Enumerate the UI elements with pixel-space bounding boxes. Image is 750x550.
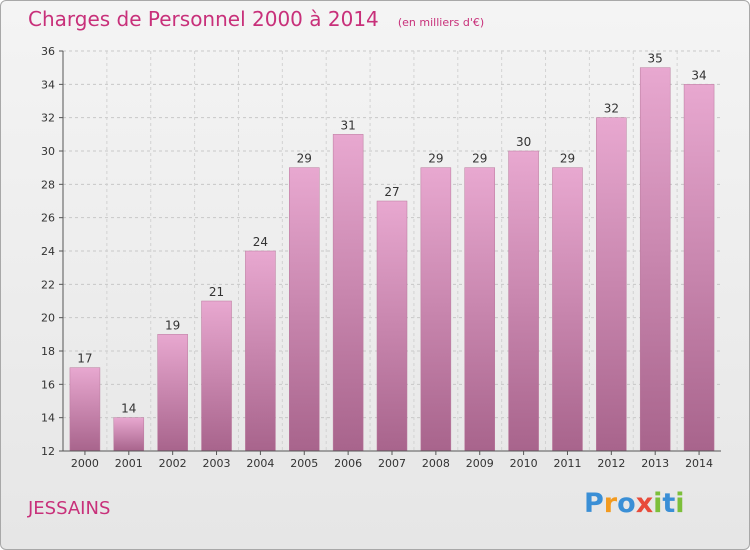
bar-value-label: 29 bbox=[428, 152, 443, 166]
logo-letter: x bbox=[635, 488, 654, 519]
y-tick-label: 20 bbox=[41, 312, 55, 325]
x-tick-label: 2005 bbox=[290, 457, 318, 470]
bar-value-label: 31 bbox=[340, 118, 355, 132]
bar-value-label: 35 bbox=[648, 52, 663, 66]
logo-letter: t bbox=[662, 488, 676, 519]
chart-subtitle: (en milliers d'€) bbox=[397, 16, 485, 29]
y-tick-label: 34 bbox=[41, 78, 55, 91]
y-tick-label: 26 bbox=[41, 212, 55, 225]
y-tick-label: 12 bbox=[41, 445, 55, 458]
y-tick-label: 36 bbox=[41, 45, 55, 58]
bars: 17 14 19 21 24 29 31 27 29 29 30 29 32 35 34 bbox=[69, 52, 715, 452]
bar bbox=[245, 250, 276, 452]
bar-value-label: 21 bbox=[209, 285, 224, 299]
x-tick-label: 2001 bbox=[115, 457, 143, 470]
bar-value-label: 29 bbox=[560, 152, 575, 166]
bar-value-label: 17 bbox=[77, 352, 92, 366]
x-tick-label: 2004 bbox=[246, 457, 274, 470]
x-tick-label: 2002 bbox=[159, 457, 187, 470]
y-tick-label: 14 bbox=[41, 412, 55, 425]
y-tick-label: 30 bbox=[41, 145, 55, 158]
chart-title: Charges de Personnel 2000 à 2014 bbox=[28, 7, 379, 31]
x-tick-label: 2009 bbox=[466, 457, 494, 470]
x-tick-label: 2003 bbox=[203, 457, 231, 470]
bar bbox=[157, 334, 188, 452]
bar-value-label: 27 bbox=[384, 185, 399, 199]
bar-value-label: 29 bbox=[472, 152, 487, 166]
bar bbox=[420, 167, 452, 452]
y-tick-label: 18 bbox=[41, 345, 55, 358]
logo-letter: i bbox=[653, 488, 663, 519]
bar bbox=[508, 150, 539, 452]
bar bbox=[332, 134, 364, 452]
logo-letter: o bbox=[617, 488, 636, 519]
bar bbox=[376, 200, 408, 452]
bar-value-label: 14 bbox=[121, 402, 136, 416]
bar-value-label: 29 bbox=[297, 152, 312, 166]
x-tick-label: 2014 bbox=[685, 457, 713, 470]
commune-name: JESSAINS bbox=[28, 498, 111, 519]
logo-letter: i bbox=[675, 488, 685, 519]
bar bbox=[464, 167, 495, 452]
x-tick-label: 2010 bbox=[510, 457, 538, 470]
bar bbox=[683, 84, 715, 452]
bar-value-label: 32 bbox=[604, 102, 619, 116]
x-tick-label: 2011 bbox=[553, 457, 581, 470]
logo-letter: P bbox=[584, 488, 604, 519]
bar-value-label: 24 bbox=[253, 235, 268, 249]
bar bbox=[289, 167, 320, 452]
bar-value-label: 30 bbox=[516, 135, 531, 149]
y-tick-label: 22 bbox=[41, 278, 55, 291]
chart-title-row: Charges de Personnel 2000 à 2014 (en mil… bbox=[28, 7, 484, 31]
x-tick-label: 2013 bbox=[641, 457, 669, 470]
y-tick-label: 16 bbox=[41, 378, 55, 391]
bar bbox=[69, 367, 101, 452]
bar bbox=[639, 67, 671, 452]
logo-letter: r bbox=[603, 488, 618, 519]
y-tick-label: 32 bbox=[41, 112, 55, 125]
axes: 12 14 16 18 20 22 24 26 28 30 32 34 36 2000 2001 2002 20… bbox=[41, 45, 721, 470]
x-tick-label: 2008 bbox=[422, 457, 450, 470]
bar-value-label: 34 bbox=[691, 68, 706, 82]
y-tick-label: 28 bbox=[41, 178, 55, 191]
bar bbox=[552, 167, 583, 452]
bar-value-label: 19 bbox=[165, 318, 180, 332]
bar bbox=[596, 117, 627, 452]
x-tick-label: 2000 bbox=[71, 457, 99, 470]
x-tick-label: 2012 bbox=[597, 457, 625, 470]
x-tick-label: 2006 bbox=[334, 457, 362, 470]
bar bbox=[113, 417, 145, 452]
x-tick-label: 2007 bbox=[378, 457, 406, 470]
y-tick-label: 24 bbox=[41, 245, 55, 258]
bar bbox=[201, 300, 232, 452]
proxiti-logo: Proxiti bbox=[584, 488, 685, 519]
